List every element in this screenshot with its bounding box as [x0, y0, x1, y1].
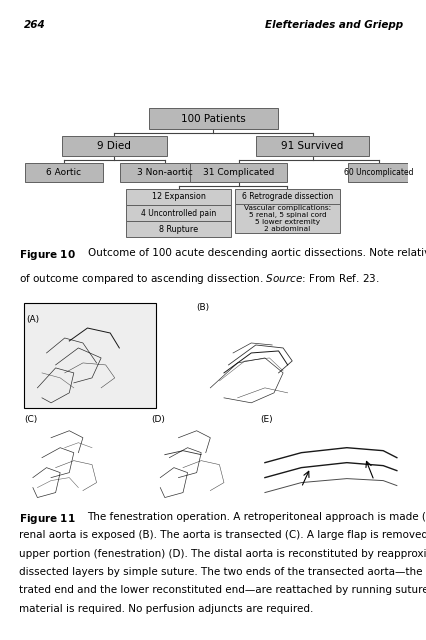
- Text: 60 Uncomplicated: 60 Uncomplicated: [343, 168, 412, 177]
- FancyBboxPatch shape: [25, 163, 103, 182]
- Text: renal aorta is exposed (B). The aorta is transected (C). A large flap is removed: renal aorta is exposed (B). The aorta is…: [19, 531, 426, 540]
- FancyBboxPatch shape: [347, 163, 409, 182]
- FancyBboxPatch shape: [120, 163, 209, 182]
- Text: 9 Died: 9 Died: [97, 141, 131, 151]
- FancyBboxPatch shape: [234, 189, 339, 205]
- Text: trated end and the lower reconstituted end—are reattached by running suture (E).: trated end and the lower reconstituted e…: [19, 586, 426, 595]
- Text: dissected layers by simple suture. The two ends of the transected aorta—the uppe: dissected layers by simple suture. The t…: [19, 567, 426, 577]
- Text: 100 Patients: 100 Patients: [181, 114, 245, 124]
- Text: material is required. No perfusion adjuncts are required.: material is required. No perfusion adjun…: [19, 604, 313, 614]
- Text: Type B Aortic Dissections: Type B Aortic Dissections: [130, 90, 296, 103]
- Text: (B): (B): [196, 303, 209, 312]
- FancyBboxPatch shape: [126, 221, 230, 237]
- Text: $\bf{Figure\ 11}$: $\bf{Figure\ 11}$: [19, 512, 76, 526]
- FancyBboxPatch shape: [256, 136, 368, 156]
- Bar: [24, 303, 155, 408]
- Text: of outcome compared to ascending dissection. $\it{Source}$: From Ref. 23.: of outcome compared to ascending dissect…: [19, 272, 379, 286]
- Text: (C): (C): [24, 415, 37, 424]
- Text: 91 Survived: 91 Survived: [281, 141, 343, 151]
- Text: upper portion (fenestration) (D). The distal aorta is reconstituted by reapproxi: upper portion (fenestration) (D). The di…: [19, 548, 426, 559]
- FancyBboxPatch shape: [62, 136, 167, 156]
- Text: Vascular complications:
5 renal, 5 spinal cord
5 lower extremity
2 abdominal: Vascular complications: 5 renal, 5 spina…: [243, 205, 330, 232]
- FancyBboxPatch shape: [190, 163, 287, 182]
- Text: 12 Expansion: 12 Expansion: [151, 193, 205, 202]
- Text: Natural Behavior of 100 Consecutive,: Natural Behavior of 100 Consecutive,: [89, 70, 337, 83]
- Text: 6 Retrograde dissection: 6 Retrograde dissection: [241, 193, 332, 202]
- Text: (D): (D): [151, 415, 165, 424]
- Text: Outcome of 100 acute descending aortic dissections. Note relative benignity: Outcome of 100 acute descending aortic d…: [88, 248, 426, 258]
- FancyBboxPatch shape: [126, 189, 230, 205]
- Text: 31 Complicated: 31 Complicated: [203, 168, 274, 177]
- Text: 264: 264: [23, 20, 45, 30]
- Text: (E): (E): [260, 415, 272, 424]
- Text: Elefteriades and Griepp: Elefteriades and Griepp: [265, 20, 403, 30]
- Text: (A): (A): [26, 315, 40, 324]
- FancyBboxPatch shape: [126, 205, 230, 221]
- Text: 6 Aortic: 6 Aortic: [46, 168, 81, 177]
- FancyBboxPatch shape: [234, 204, 339, 234]
- Text: 4 Uncontrolled pain: 4 Uncontrolled pain: [141, 209, 216, 218]
- Text: 8 Rupture: 8 Rupture: [158, 225, 198, 234]
- FancyBboxPatch shape: [149, 108, 277, 129]
- Text: The fenestration operation. A retroperitoneal approach is made (A). The infra-: The fenestration operation. A retroperit…: [87, 512, 426, 522]
- Text: 3 Non-aortic: 3 Non-aortic: [137, 168, 193, 177]
- Text: $\bf{Figure\ 10}$: $\bf{Figure\ 10}$: [19, 248, 76, 262]
